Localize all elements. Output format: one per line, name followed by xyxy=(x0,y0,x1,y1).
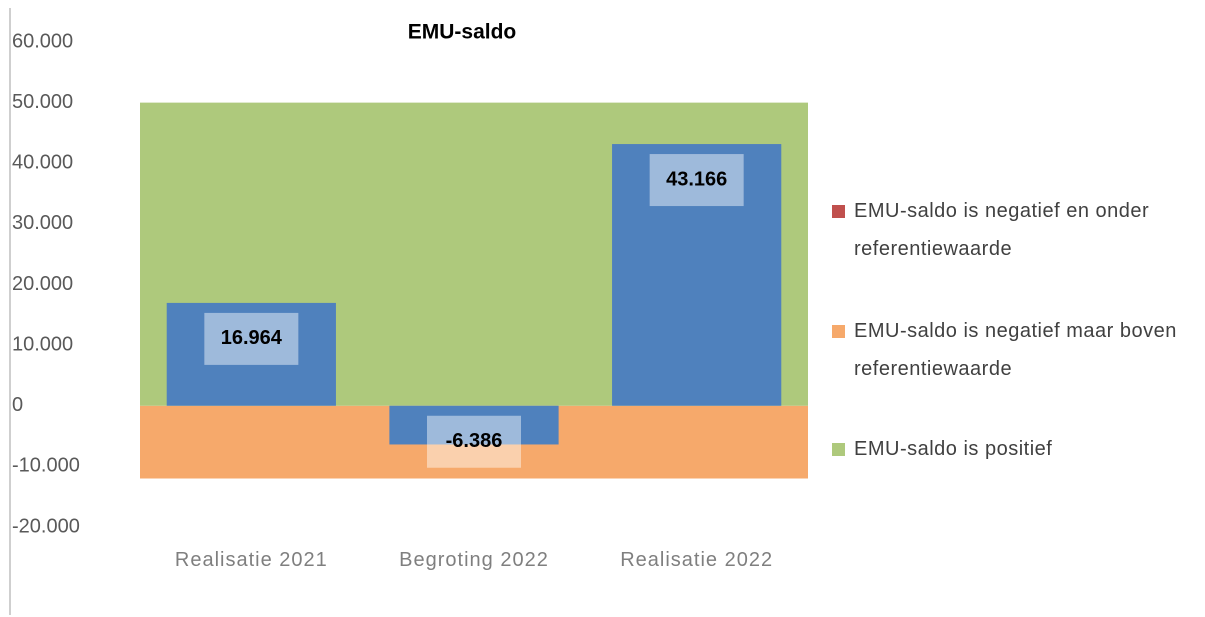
bar xyxy=(612,144,782,406)
y-tick-label: 10.000 xyxy=(12,333,73,355)
y-tick-label: 40.000 xyxy=(12,152,73,174)
y-tick-label: 30.000 xyxy=(12,212,73,234)
data-label: -6.386 xyxy=(446,430,503,452)
x-tick-label: Begroting 2022 xyxy=(399,549,549,571)
data-label-box xyxy=(427,415,521,468)
legend-label: EMU-saldo is negatief en onder referenti… xyxy=(854,200,1150,260)
bar xyxy=(389,405,559,445)
legend-swatch xyxy=(832,325,845,338)
legend-label: EMU-saldo is positief xyxy=(854,438,1053,460)
y-tick-label: 50.000 xyxy=(12,91,73,113)
legend-swatch xyxy=(832,205,845,218)
data-label-box xyxy=(204,312,299,365)
chart-title: EMU-saldo xyxy=(408,21,517,44)
x-tick-label: Realisatie 2021 xyxy=(174,549,328,571)
y-tick-label: -20.000 xyxy=(12,515,80,537)
data-label: 16.964 xyxy=(221,327,283,349)
x-tick-label: Realisatie 2022 xyxy=(620,549,774,571)
legend-item: EMU-saldo is positief xyxy=(832,430,1205,468)
legend-label: EMU-saldo is negatief maar boven referen… xyxy=(854,320,1177,380)
y-tick-label: 20.000 xyxy=(12,273,73,295)
legend-item: EMU-saldo is negatief maar boven referen… xyxy=(832,312,1205,388)
y-tick-label: 60.000 xyxy=(12,30,73,52)
bar xyxy=(166,302,336,406)
legend-item: EMU-saldo is negatief en onder referenti… xyxy=(832,192,1205,268)
data-label: 43.166 xyxy=(666,168,727,190)
legend-swatch xyxy=(832,443,845,456)
y-tick-label: 0 xyxy=(12,394,23,416)
data-label-box xyxy=(649,154,744,207)
y-tick-label: -10.000 xyxy=(12,455,80,477)
